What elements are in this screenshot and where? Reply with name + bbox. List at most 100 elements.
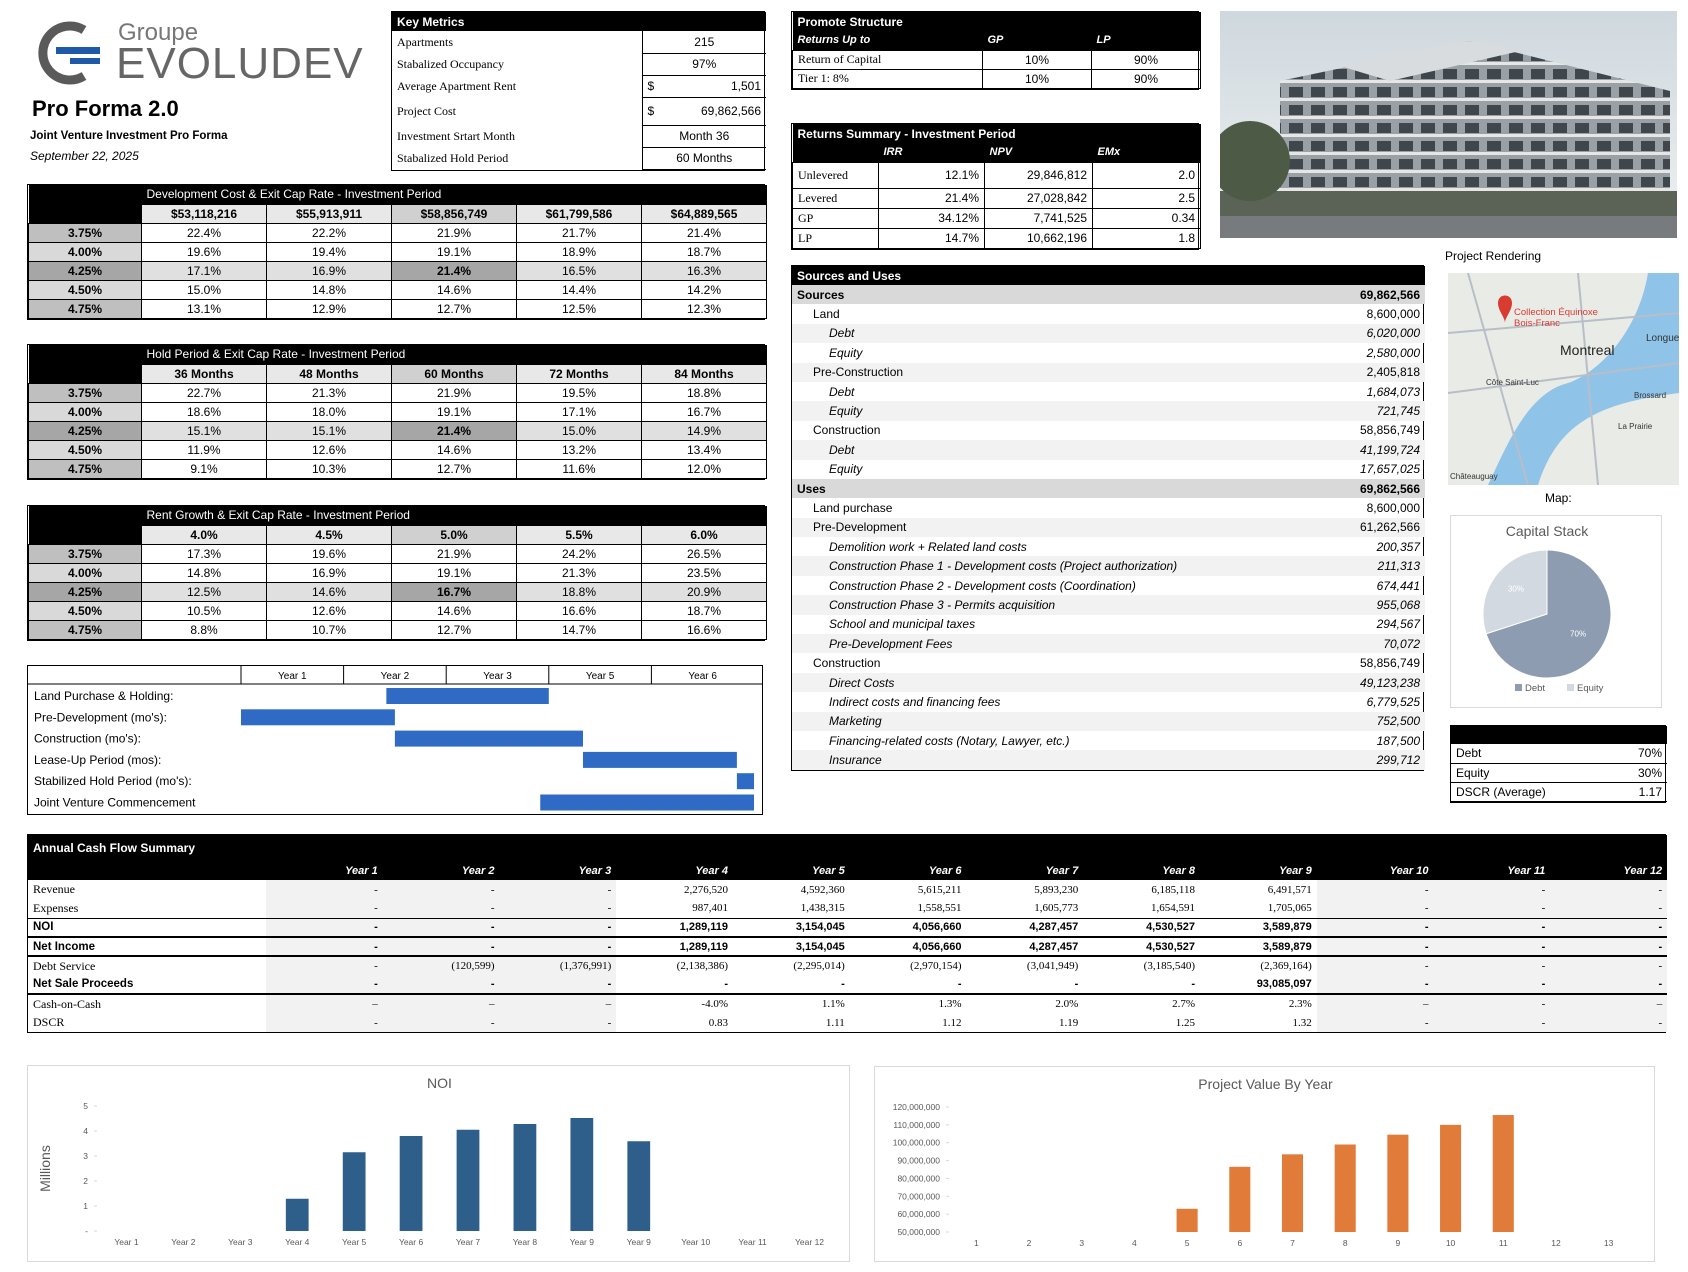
promote-structure: Promote Structure Returns Up to GP LP Return… [791,11,1201,90]
cash-value: (2,138,386) [676,960,728,972]
capital-row: Debt 70% [1451,744,1667,764]
irr-cell: 13.2% [516,439,642,460]
gantt-chart: Year 1 Year 2 Year 3 Year 5 Year 6 Land Purch… [28,666,762,811]
x-tick-label: Year 11 [738,1237,767,1247]
header-row: Key Metrics [392,12,767,31]
irr-cell: 9.1% [141,458,267,479]
title-row: Annual Cash Flow Summary [28,835,1668,861]
su-value: 58,856,749 [1359,656,1421,671]
su-value: 41,199,724 [1275,440,1426,460]
bar [1334,1144,1356,1232]
metric-value: Month 36 [642,125,767,148]
header-row [1451,726,1667,744]
header-row: Sources and Uses [792,266,1426,285]
corner [28,525,142,544]
su-value: 17,657,025 [1359,462,1421,477]
brand-small: Groupe [118,19,198,46]
x-tick-label: 8 [1343,1238,1348,1248]
sensitivity-row: 4.50% 10.5% 12.6% 14.6% 16.6% 18.7% [28,600,768,621]
metric-row: Stabalized Hold Period 60 Months [392,147,767,170]
legend-label: Debt [1525,683,1545,694]
year-header: Year 8 [1083,861,1200,880]
row-label: Net Income [28,937,266,957]
cash-value: – [1316,994,1434,1013]
cash-value: - [499,880,617,899]
bar [513,1124,537,1231]
task-label: Stabilized Hold Period (mo's): [34,774,192,788]
column-header: 48 Months [266,363,392,384]
sensitivity-row: 4.75% 9.1% 10.3% 12.7% 11.6% 12.0% [28,458,768,479]
corner [28,364,142,383]
map-label: Brossard [1634,391,1666,400]
title-row: Rent Growth & Exit Cap Rate - Investment… [28,506,767,525]
legend-label: Equity [1577,683,1604,694]
task-bar [241,709,395,726]
irr-cell: 12.0% [640,458,768,479]
y-tick-label: 60,000,000 [897,1209,940,1219]
chart: NOI Millions - 1 2 3 4 5 Year 1 Year 2 Year 3 Year … [37,1075,824,1247]
y-tick-label: 50,000,000 [897,1227,940,1237]
row-header: 4.25% [28,581,142,602]
irr-cell: 15.1% [141,420,267,441]
irr-cell: 10.5% [141,600,267,621]
sensitivity-row: 4.75% 13.1% 12.9% 12.7% 12.5% 12.3% [28,298,768,319]
irr-cell: 12.7% [391,298,517,319]
column-header: 72 Months [516,363,642,384]
row-label: Revenue [33,882,75,896]
year-header: Year 9 [1200,861,1317,880]
cash-value: - [1316,975,1434,995]
cash-value: 4,530,527 [1083,937,1200,957]
su-row: Debt 6,020,000 [792,323,1426,344]
x-tick-label: Year 8 [513,1237,538,1247]
year-label: Year 5 [586,671,615,682]
su-value: 955,068 [1275,595,1426,615]
row-header: 4.75% [28,619,142,640]
su-row: Marketing 752,500 [792,711,1426,731]
sensitivity-table: Development Cost & Exit Cap Rate - Inves… [27,184,768,320]
cash-value: 3,589,879 [1200,937,1317,957]
x-tick-label: Year 9 [627,1237,652,1247]
map-caption: Map: [1545,491,1572,505]
cash-value: (3,185,540) [1143,960,1195,972]
su-value: 200,357 [1376,539,1421,554]
irr-cell: 12.7% [391,458,517,479]
bar [456,1129,480,1231]
sensitivity-grid: Hold Period & Exit Cap Rate - Investment… [28,345,768,479]
map-label: Longue [1646,333,1679,344]
map-label: Collection Équinoxe [1514,307,1598,318]
column-header: 5.5% [516,524,642,545]
x-tick-label: Year 9 [570,1237,595,1247]
cash-value: (2,369,164) [1260,960,1312,972]
cash-value: 987,401 [616,899,733,919]
cash-value: 1.1% [821,998,845,1010]
cash-value: - [966,975,1084,995]
cash-value: 1,289,119 [616,937,733,957]
cash-value: 6,491,571 [1267,883,1312,896]
cash-value: 2,276,520 [684,883,728,896]
su-value: 294,567 [1376,617,1421,632]
returns-cell: 2.5 [1092,187,1201,209]
row-header: 3.75% [28,222,142,243]
bar [285,1198,309,1231]
su-row: Pre-Development Fees 70,072 [792,634,1426,654]
y-tick-label: 3 [83,1151,88,1161]
irr-cell: 12.6% [266,600,392,621]
su-label: Marketing [792,711,1275,731]
table-title: Sources and Uses [792,266,1426,285]
irr-cell: 24.2% [516,543,642,564]
year-label: Year 6 [688,671,717,682]
su-label: Pre-Development [792,517,1275,538]
map-label: Châteauguay [1450,472,1498,481]
irr-cell: 21.4% [391,260,517,281]
cash-value: (120,599) [382,956,500,975]
returns-cell: 14.7% [878,227,985,249]
irr-cell: 16.3% [640,260,768,281]
currency: $ [642,75,672,98]
irr-cell: 14.6% [391,279,517,300]
x-tick-label: 9 [1396,1238,1401,1248]
cash-value: 1,558,551 [849,899,967,919]
returns-row: LP 14.7% 10,662,196 1.8 [792,227,1201,249]
cash-value: - [266,899,383,919]
cash-flow-row: Revenue - - -2,276,520 4,592,360 5,615,211 5,8… [28,880,1668,899]
irr-cell: 19.5% [516,382,642,403]
